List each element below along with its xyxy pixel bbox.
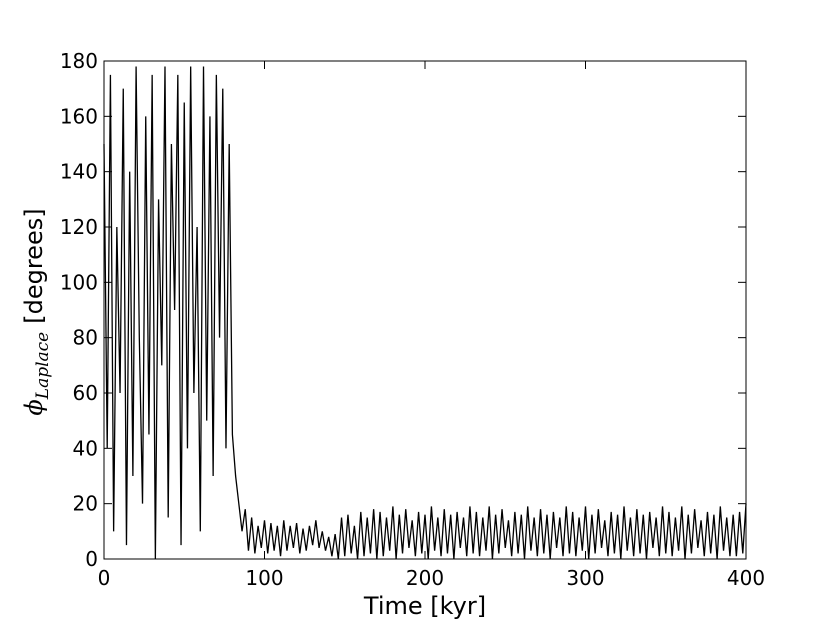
y-tick-label: 80: [73, 326, 98, 350]
y-label-symbol: ϕ: [20, 399, 48, 415]
y-tick-label: 20: [73, 492, 98, 516]
y-tick-label: 160: [60, 104, 98, 128]
x-tick-label: 0: [98, 566, 111, 590]
y-tick-label: 180: [60, 49, 98, 73]
y-tick-label: 120: [60, 215, 98, 239]
y-axis-label: ϕLaplace [degrees]: [20, 208, 53, 415]
plot-frame: [103, 60, 747, 560]
x-tick-label: 200: [406, 566, 444, 590]
y-tick-label: 60: [73, 381, 98, 405]
y-label-subscript: Laplace: [33, 332, 53, 400]
x-tick-label: 100: [245, 566, 283, 590]
x-axis-label: Time [kyr]: [363, 592, 486, 620]
x-tick-label: 300: [566, 566, 604, 590]
y-tick-label: 40: [73, 436, 98, 460]
data-line: [103, 66, 747, 560]
x-tick-label: 400: [727, 566, 765, 590]
y-tick-label: 140: [60, 160, 98, 184]
y-label-unit: [degrees]: [20, 208, 48, 323]
y-tick-label: 100: [60, 270, 98, 294]
y-tick-label: 0: [85, 547, 98, 571]
